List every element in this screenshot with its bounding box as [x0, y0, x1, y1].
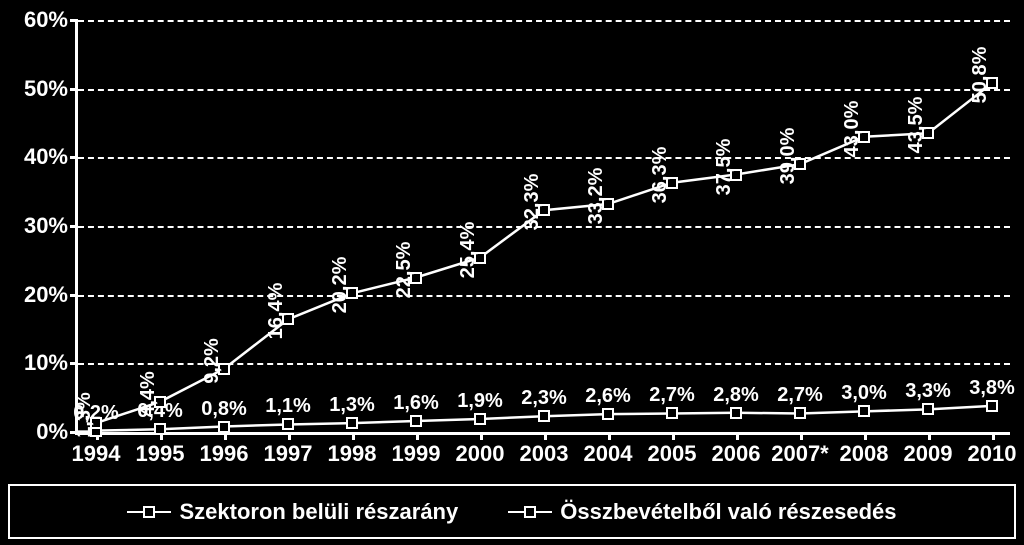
y-tick: [70, 19, 78, 22]
y-tick: [70, 156, 78, 159]
y-tick: [70, 294, 78, 297]
value-label: 3,3%: [905, 380, 951, 403]
value-label: 33,2%: [585, 168, 608, 225]
value-label: 43,0%: [841, 100, 864, 157]
x-axis-label: 1995: [136, 441, 185, 467]
legend-item-1: Szektoron belüli részarány: [127, 499, 458, 525]
gridline: [78, 157, 1010, 159]
value-label: 0,8%: [201, 398, 247, 421]
value-label: 1,1%: [265, 395, 311, 418]
x-tick: [928, 432, 931, 440]
y-tick: [70, 362, 78, 365]
x-axis-label: 2004: [584, 441, 633, 467]
legend-item-2: Összbevételből való részesedés: [508, 499, 896, 525]
y-axis-label: 40%: [24, 144, 68, 170]
y-axis-label: 30%: [24, 213, 68, 239]
plot-area: 0%10%20%30%40%50%60%19941995199619971998…: [75, 20, 1010, 435]
legend-swatch-icon: [508, 511, 552, 513]
value-label: 1,6%: [393, 392, 439, 415]
value-label: 1,3%: [73, 392, 96, 438]
gridline: [78, 89, 1010, 91]
data-marker: [346, 417, 358, 429]
x-axis-label: 2008: [840, 441, 889, 467]
value-label: 2,7%: [649, 384, 695, 407]
data-marker: [282, 418, 294, 430]
x-axis-label: 1999: [392, 441, 441, 467]
value-label: 3,8%: [969, 377, 1015, 400]
legend-swatch-icon: [127, 511, 171, 513]
x-axis-label: 2006: [712, 441, 761, 467]
x-tick: [352, 432, 355, 440]
y-tick: [70, 225, 78, 228]
value-label: 25,4%: [457, 221, 480, 278]
x-axis-label: 2000: [456, 441, 505, 467]
data-marker: [410, 415, 422, 427]
value-label: 3,0%: [841, 382, 887, 405]
x-axis-label: 1996: [200, 441, 249, 467]
value-label: 2,6%: [585, 385, 631, 408]
data-marker: [730, 407, 742, 419]
gridline: [78, 295, 1010, 297]
chart-container: 0% 10% 20% 30% 40% 50% 60% 1994 1995 1996 1997 1998…: [0, 0, 1024, 545]
data-marker: [986, 400, 998, 412]
value-label: 4,4%: [137, 371, 160, 417]
value-label: 50,8%: [969, 47, 992, 104]
value-label: 32,3%: [521, 174, 544, 231]
legend: Szektoron belüli részarány Összbevételbő…: [8, 484, 1016, 539]
y-axis-label: 0%: [36, 419, 68, 445]
value-label: 36,3%: [649, 146, 672, 203]
y-axis-label: 50%: [24, 76, 68, 102]
data-marker: [538, 410, 550, 422]
value-label: 43,5%: [905, 97, 928, 154]
x-axis-label: 2010: [968, 441, 1017, 467]
x-tick: [672, 432, 675, 440]
value-label: 2,3%: [521, 387, 567, 410]
y-axis-label: 20%: [24, 282, 68, 308]
data-marker: [666, 407, 678, 419]
legend-label-1: Szektoron belüli részarány: [179, 499, 458, 525]
gridline: [78, 226, 1010, 228]
value-label: 39,0%: [777, 128, 800, 185]
value-label: 22,5%: [393, 241, 416, 298]
legend-label-2: Összbevételből való részesedés: [560, 499, 896, 525]
x-tick: [864, 432, 867, 440]
data-marker: [602, 408, 614, 420]
x-axis-label: 2009: [904, 441, 953, 467]
gridline: [78, 20, 1010, 22]
data-marker: [794, 407, 806, 419]
x-tick: [416, 432, 419, 440]
x-tick: [608, 432, 611, 440]
y-axis-label: 10%: [24, 350, 68, 376]
x-tick: [736, 432, 739, 440]
value-label: 1,9%: [457, 390, 503, 413]
value-label: 2,7%: [777, 384, 823, 407]
y-axis-label: 60%: [24, 7, 68, 33]
data-marker: [154, 423, 166, 435]
x-axis-label: 2005: [648, 441, 697, 467]
data-marker: [858, 405, 870, 417]
data-marker: [922, 403, 934, 415]
x-axis-label: 2003: [520, 441, 569, 467]
data-marker: [474, 413, 486, 425]
value-label: 2,8%: [713, 384, 759, 407]
x-axis-label: 1994: [72, 441, 121, 467]
x-axis-label: 1998: [328, 441, 377, 467]
x-tick: [288, 432, 291, 440]
value-label: 16,4%: [265, 283, 288, 340]
x-tick: [800, 432, 803, 440]
data-marker: [218, 421, 230, 433]
value-label: 1,3%: [329, 394, 375, 417]
x-axis-label: 2007*: [771, 441, 829, 467]
x-tick: [992, 432, 995, 440]
value-label: 37,5%: [713, 138, 736, 195]
x-tick: [544, 432, 547, 440]
x-tick: [480, 432, 483, 440]
x-tick: [224, 432, 227, 440]
x-axis-label: 1997: [264, 441, 313, 467]
value-label: 20,2%: [329, 257, 352, 314]
y-tick: [70, 88, 78, 91]
value-label: 9,2%: [201, 338, 224, 384]
